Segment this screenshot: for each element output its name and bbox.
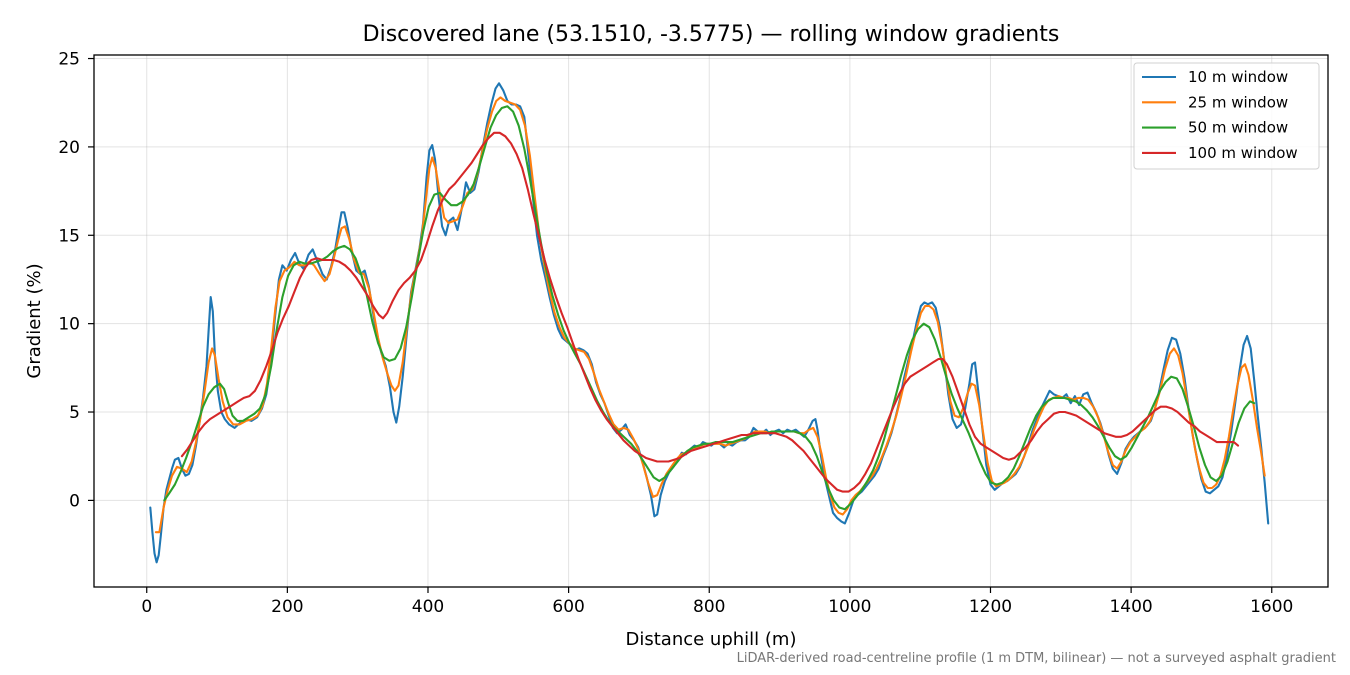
y-tick-label: 25: [58, 50, 80, 70]
x-axis-label: Distance uphill (m): [626, 629, 797, 650]
y-tick-label: 15: [58, 226, 80, 246]
x-tick-label: 1400: [1109, 597, 1152, 617]
x-axis: 0 200 400 600 800 1000 1200 1400 1600: [141, 587, 1293, 617]
y-axis: 0 5 10 15 20 25: [58, 50, 94, 511]
series-line-4: [180, 131, 1240, 493]
y-tick-label: 5: [69, 403, 80, 423]
legend-label: 100 m window: [1188, 144, 1298, 162]
series-layer: [149, 82, 1270, 564]
legend-label: 25 m window: [1188, 93, 1288, 111]
y-axis-label: Gradient (%): [24, 263, 45, 378]
legend: 10 m window 25 m window 50 m window 100 m w…: [1133, 62, 1320, 170]
plot-frame: [93, 54, 1329, 588]
x-tick-label: 400: [412, 597, 444, 617]
legend-label: 50 m window: [1188, 119, 1288, 137]
x-tick-label: 0: [141, 597, 152, 617]
series-line-3: [163, 105, 1256, 511]
grid: [94, 55, 1328, 587]
y-tick-label: 20: [58, 138, 80, 158]
x-tick-label: 200: [271, 597, 303, 617]
x-tick-label: 1200: [969, 597, 1012, 617]
legend-label: 10 m window: [1188, 68, 1288, 86]
x-tick-label: 800: [693, 597, 725, 617]
y-tick-label: 0: [69, 491, 80, 511]
chart-title: Discovered lane (53.1510, -3.5775) — rol…: [363, 22, 1060, 47]
series-line-2: [154, 96, 1266, 534]
x-tick-label: 1000: [828, 597, 871, 617]
x-tick-label: 600: [552, 597, 584, 617]
legend-box: [1133, 62, 1320, 170]
footnote: LiDAR-derived road-centreline profile (1…: [736, 651, 1336, 666]
x-tick-label: 1600: [1250, 597, 1293, 617]
y-tick-label: 10: [58, 315, 80, 335]
